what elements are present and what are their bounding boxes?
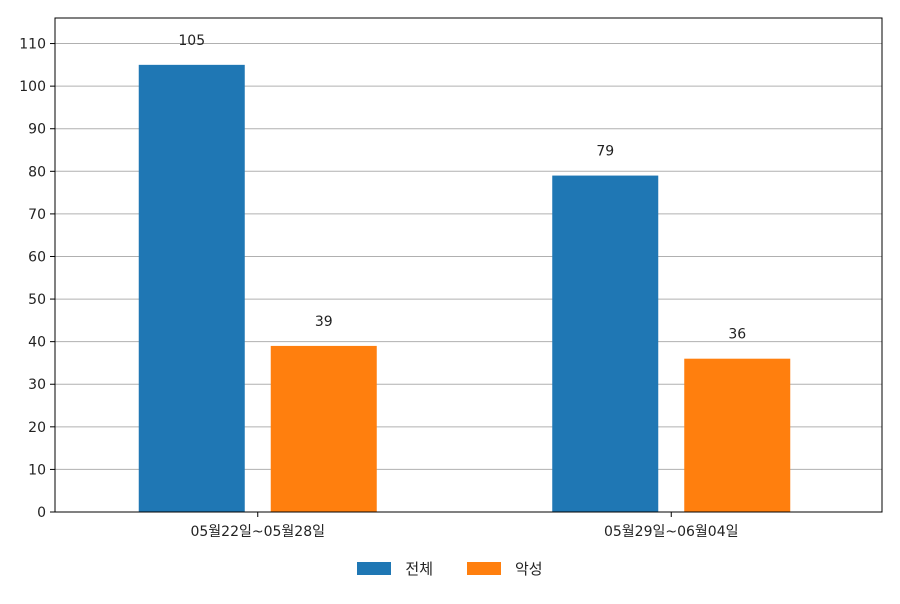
y-tick-label: 30 bbox=[28, 377, 46, 393]
data-label: 36 bbox=[728, 327, 746, 343]
y-tick-label: 70 bbox=[28, 207, 46, 223]
legend-label-total: 전체 bbox=[405, 560, 433, 578]
data-label: 39 bbox=[315, 314, 333, 330]
bar bbox=[138, 64, 245, 513]
y-tick-label: 20 bbox=[28, 420, 46, 436]
y-tick-label: 90 bbox=[28, 122, 46, 138]
bar-layer: 105 39 79 36 bbox=[138, 33, 791, 513]
plot-frame bbox=[54, 17, 883, 513]
legend-item-total: 전체 bbox=[357, 558, 433, 579]
y-tick-label: 60 bbox=[28, 249, 46, 265]
y-tick-label: 110 bbox=[19, 37, 46, 53]
data-label: 79 bbox=[596, 144, 614, 160]
legend-swatch-malicious bbox=[467, 562, 501, 575]
data-label: 105 bbox=[178, 33, 205, 49]
y-tick-label: 100 bbox=[19, 79, 46, 95]
y-tick-label: 80 bbox=[28, 164, 46, 180]
legend-label-malicious: 악성 bbox=[515, 560, 543, 578]
legend-swatch-total bbox=[357, 562, 392, 575]
bar bbox=[552, 175, 659, 512]
x-tick-label: 05월29일~06월04일 bbox=[604, 524, 739, 540]
y-tick-label: 10 bbox=[28, 462, 46, 478]
bar bbox=[684, 358, 791, 512]
y-tick-label: 50 bbox=[28, 292, 46, 308]
legend: 전체 악성 bbox=[0, 558, 900, 579]
bar bbox=[270, 345, 377, 512]
y-tick-label: 40 bbox=[28, 335, 46, 351]
axis-layer: 0 10 20 30 40 50 60 70 80 90 100 110 05월22일~05월28일 05… bbox=[19, 37, 738, 540]
x-tick-label: 05월22일~05월28일 bbox=[190, 524, 325, 540]
legend-item-malicious: 악성 bbox=[467, 558, 543, 579]
y-tick-label: 0 bbox=[37, 505, 46, 521]
